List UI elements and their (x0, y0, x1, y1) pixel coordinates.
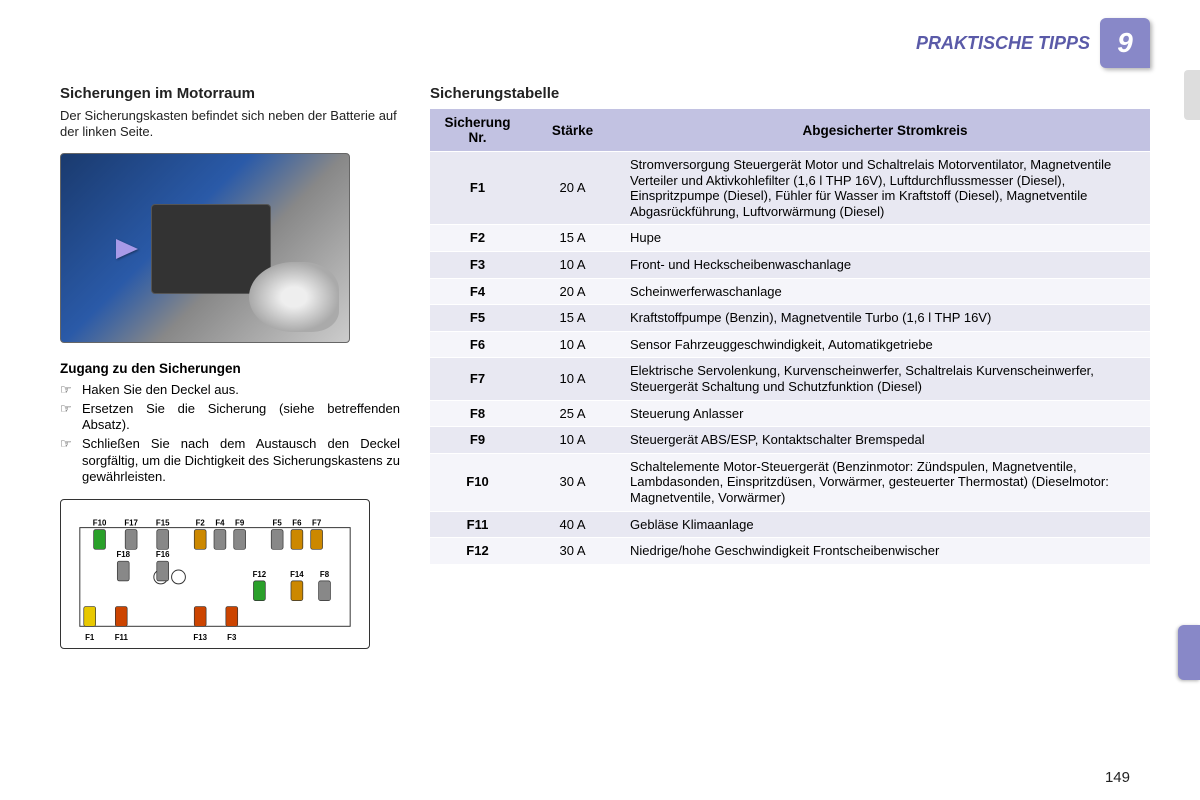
svg-text:F4: F4 (215, 519, 225, 528)
fuse-desc: Kraftstoffpumpe (Benzin), Magnetventile … (620, 305, 1150, 331)
fuse-desc: Steuerung Anlasser (620, 401, 1150, 427)
fuse-rating: 40 A (525, 512, 620, 538)
table-row: F1140 AGebläse Klimaanlage (430, 512, 1150, 538)
svg-text:F18: F18 (116, 550, 130, 559)
fuse-num: F7 (430, 358, 525, 399)
table-row: F310 AFront- und Heckscheibenwaschanlage (430, 252, 1150, 278)
svg-text:F3: F3 (227, 633, 237, 642)
fuse-rating: 10 A (525, 427, 620, 453)
svg-text:F12: F12 (253, 570, 267, 579)
fuse-diagram: F10 F17 F15 F2 F4 F9 F5 F6 F7 F18 F16 F12 F14 F8 F1 F11… (60, 499, 370, 649)
svg-text:F1: F1 (85, 633, 95, 642)
fuse-desc: Stromversorgung Steuergerät Motor und Sc… (620, 152, 1150, 224)
svg-text:F17: F17 (124, 519, 138, 528)
table-row: F420 AScheinwerferwaschanlage (430, 279, 1150, 305)
bullet-item: Schließen Sie nach dem Austausch den Dec… (60, 436, 400, 485)
right-column: Sicherungstabelle Sicherung Nr. Stärke A… (430, 85, 1150, 649)
svg-text:F7: F7 (312, 519, 322, 528)
fuse-desc: Steuergerät ABS/ESP, Kontaktschalter Bre… (620, 427, 1150, 453)
fuse-num: F1 (430, 152, 525, 224)
table-row: F120 AStromversorgung Steuergerät Motor … (430, 152, 1150, 224)
chapter-number: 9 (1117, 27, 1133, 59)
content-columns: Sicherungen im Motorraum Der Sicherungsk… (60, 85, 1150, 649)
table-row: F215 AHupe (430, 225, 1150, 251)
fuse-num: F3 (430, 252, 525, 278)
table-row: F1230 ANiedrige/hohe Geschwindigkeit Fro… (430, 538, 1150, 564)
svg-text:F8: F8 (320, 570, 330, 579)
header-title: PRAKTISCHE TIPPS (916, 33, 1090, 54)
svg-text:F16: F16 (156, 550, 170, 559)
fuse-rating: 20 A (525, 152, 620, 224)
svg-text:F6: F6 (292, 519, 302, 528)
table-row: F515 AKraftstoffpumpe (Benzin), Magnetve… (430, 305, 1150, 331)
svg-text:F2: F2 (196, 519, 206, 528)
arrow-icon (116, 239, 138, 259)
fuse-num: F5 (430, 305, 525, 331)
fuse-num: F12 (430, 538, 525, 564)
access-title: Zugang zu den Sicherungen (60, 361, 400, 376)
fuse-rating: 30 A (525, 538, 620, 564)
fuse-desc: Elektrische Servolenkung, Kurvenscheinwe… (620, 358, 1150, 399)
access-bullets: Haken Sie den Deckel aus. Ersetzen Sie d… (60, 382, 400, 486)
fuse-num: F4 (430, 279, 525, 305)
table-header-row: Sicherung Nr. Stärke Abgesicherter Strom… (430, 109, 1150, 151)
engine-photo (60, 153, 350, 343)
fuse-num: F11 (430, 512, 525, 538)
section-title: Sicherungen im Motorraum (60, 85, 400, 102)
fuse-rating: 30 A (525, 454, 620, 511)
fuse-num: F2 (430, 225, 525, 251)
svg-text:F9: F9 (235, 519, 245, 528)
table-row: F610 ASensor Fahrzeuggeschwindigkeit, Au… (430, 332, 1150, 358)
fuse-desc: Scheinwerferwaschanlage (620, 279, 1150, 305)
col-header-rating: Stärke (525, 109, 620, 151)
fuse-desc: Schaltelemente Motor-Steuergerät (Benzin… (620, 454, 1150, 511)
fuse-desc: Niedrige/hohe Geschwindigkeit Frontschei… (620, 538, 1150, 564)
fuse-rating: 15 A (525, 225, 620, 251)
svg-text:F11: F11 (115, 633, 129, 642)
page-header: PRAKTISCHE TIPPS 9 (916, 18, 1150, 68)
page-number: 149 (1105, 769, 1130, 786)
fuse-num: F9 (430, 427, 525, 453)
fuse-num: F10 (430, 454, 525, 511)
fuse-num: F8 (430, 401, 525, 427)
bullet-item: Ersetzen Sie die Sicherung (siehe betref… (60, 401, 400, 434)
fuse-table: Sicherung Nr. Stärke Abgesicherter Strom… (430, 108, 1150, 565)
fuse-desc: Gebläse Klimaanlage (620, 512, 1150, 538)
fuse-desc: Front- und Heckscheibenwaschanlage (620, 252, 1150, 278)
manual-page: PRAKTISCHE TIPPS 9 Sicherungen im Motorr… (0, 0, 1200, 800)
fuse-num: F6 (430, 332, 525, 358)
svg-text:F14: F14 (290, 570, 304, 579)
svg-text:F13: F13 (193, 633, 207, 642)
fuse-rating: 15 A (525, 305, 620, 331)
intro-text: Der Sicherungskasten befindet sich neben… (60, 108, 400, 141)
side-tab-active (1178, 625, 1200, 680)
headlight-illustration (249, 262, 339, 332)
fuse-rating: 10 A (525, 358, 620, 399)
svg-text:F5: F5 (273, 519, 283, 528)
svg-text:F10: F10 (93, 519, 107, 528)
table-row: F710 AElektrische Servolenkung, Kurvensc… (430, 358, 1150, 399)
col-header-desc: Abgesicherter Stromkreis (620, 109, 1150, 151)
bullet-item: Haken Sie den Deckel aus. (60, 382, 400, 398)
fuse-rating: 10 A (525, 332, 620, 358)
table-title: Sicherungstabelle (430, 85, 1150, 102)
table-row: F910 ASteuergerät ABS/ESP, Kontaktschalt… (430, 427, 1150, 453)
side-tab (1184, 70, 1200, 120)
svg-text:F15: F15 (156, 519, 170, 528)
col-header-num: Sicherung Nr. (430, 109, 525, 151)
fuse-rating: 10 A (525, 252, 620, 278)
left-column: Sicherungen im Motorraum Der Sicherungsk… (60, 85, 400, 649)
fuse-rating: 20 A (525, 279, 620, 305)
table-row: F825 ASteuerung Anlasser (430, 401, 1150, 427)
table-row: F1030 ASchaltelemente Motor-Steuergerät … (430, 454, 1150, 511)
fuse-rating: 25 A (525, 401, 620, 427)
fuse-desc: Sensor Fahrzeuggeschwindigkeit, Automati… (620, 332, 1150, 358)
fuse-desc: Hupe (620, 225, 1150, 251)
chapter-badge: 9 (1100, 18, 1150, 68)
